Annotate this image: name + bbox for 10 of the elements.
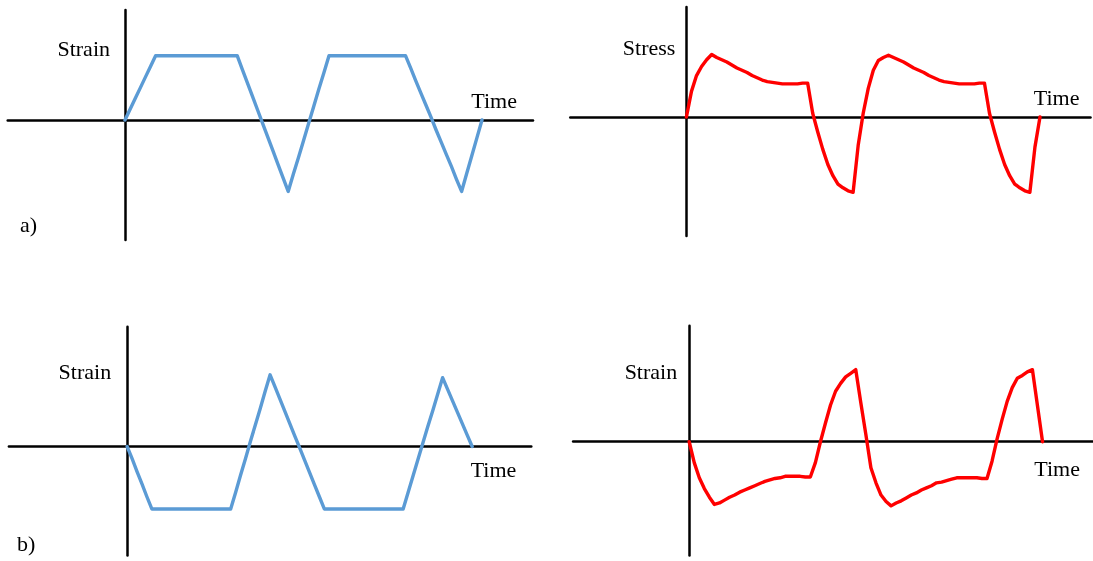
y-axis-title: Strain — [57, 35, 110, 61]
x-axis-title: Time — [471, 87, 517, 113]
x-axis-title: Time — [1034, 456, 1080, 482]
y-axis-title: Strain — [58, 359, 112, 385]
x-axis-title: Time — [470, 457, 517, 483]
y-axis-title: Strain — [624, 359, 678, 385]
text: b) — [17, 530, 36, 556]
y-axis-title: Stress — [622, 34, 676, 60]
x-axis-title: Time — [1033, 85, 1080, 111]
text: a) — [20, 211, 38, 237]
